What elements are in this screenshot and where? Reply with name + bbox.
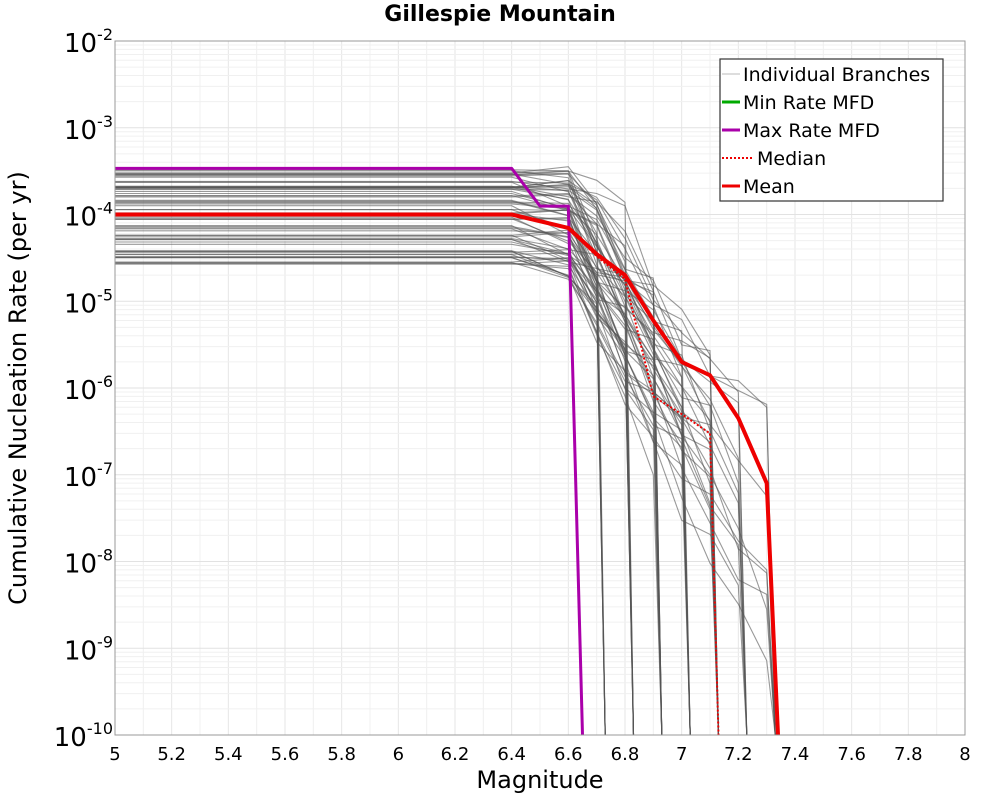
series-mean-line [115, 212, 780, 735]
y-tick-labels: 10-10 10-9 10-8 10-7 10-6 10-5 10-4 10-3 10-2 [54, 25, 113, 753]
branch-line [115, 194, 720, 735]
x-tick-label: 7.4 [781, 744, 810, 765]
branch-line [115, 256, 635, 735]
branch-line [115, 243, 635, 735]
legend-label: Mean [743, 176, 795, 198]
legend-label: Median [757, 148, 826, 170]
y-tick-label: 10-6 [64, 372, 113, 406]
x-tick-label: 7 [676, 744, 687, 765]
chart-title: Gillespie Mountain [384, 2, 616, 27]
y-tick-label: 10-9 [64, 632, 113, 666]
x-tick-label: 5.2 [157, 744, 186, 765]
plot-frame [114, 40, 966, 736]
x-tick-label: 6.4 [497, 744, 526, 765]
x-tick-label: 5.4 [214, 744, 243, 765]
y-tick-label: 10-5 [64, 285, 113, 319]
x-tick-labels: 5 5.2 5.4 5.6 5.8 6 6.2 6.4 6.6 6.8 7 7.2 7.4 7.6 7.8 8 [109, 744, 970, 765]
branch-line [115, 170, 635, 735]
y-tick-label: 10-3 [64, 112, 113, 146]
branch-line [115, 230, 691, 735]
legend-label: Max Rate MFD [743, 120, 880, 142]
x-tick-label: 7.6 [837, 744, 866, 765]
x-tick-label: 6.8 [611, 744, 640, 765]
x-tick-label: 5.6 [271, 744, 300, 765]
x-tick-label: 6 [393, 744, 404, 765]
branch-line [115, 262, 776, 735]
branch-line [115, 169, 691, 735]
branch-line [115, 194, 691, 735]
legend-box [719, 58, 944, 202]
series-group [115, 166, 780, 735]
branch-line [115, 186, 663, 735]
legend-label: Min Rate MFD [743, 92, 874, 114]
x-axis-label: Magnitude [476, 766, 604, 794]
individual-branches [115, 166, 776, 735]
x-tick-label: 8 [959, 744, 970, 765]
branch-line [115, 250, 720, 735]
series-max-rate-mfd-line [115, 166, 584, 735]
y-tick-label: 10-4 [64, 199, 113, 233]
x-tick-label: 5.8 [327, 744, 356, 765]
x-tick-label: 5 [109, 744, 120, 765]
branch-line [115, 239, 663, 735]
y-axis-label: Cumulative Nucleation Rate (per yr) [4, 171, 32, 605]
legend-label: Individual Branches [743, 64, 930, 86]
y-tick-label: 10-10 [54, 719, 113, 753]
y-tick-label: 10-2 [64, 25, 113, 59]
x-tick-label: 6.2 [441, 744, 470, 765]
branch-line [115, 170, 748, 735]
branch-line [115, 227, 748, 735]
legend: Individual Branches Min Rate MFD Max Rate … [719, 58, 944, 202]
x-tick-label: 7.2 [724, 744, 753, 765]
branch-line [115, 185, 776, 735]
x-tick-label: 7.8 [894, 744, 923, 765]
y-tick-label: 10-7 [64, 459, 113, 493]
y-tick-label: 10-8 [64, 546, 113, 580]
x-tick-label: 6.6 [554, 744, 583, 765]
